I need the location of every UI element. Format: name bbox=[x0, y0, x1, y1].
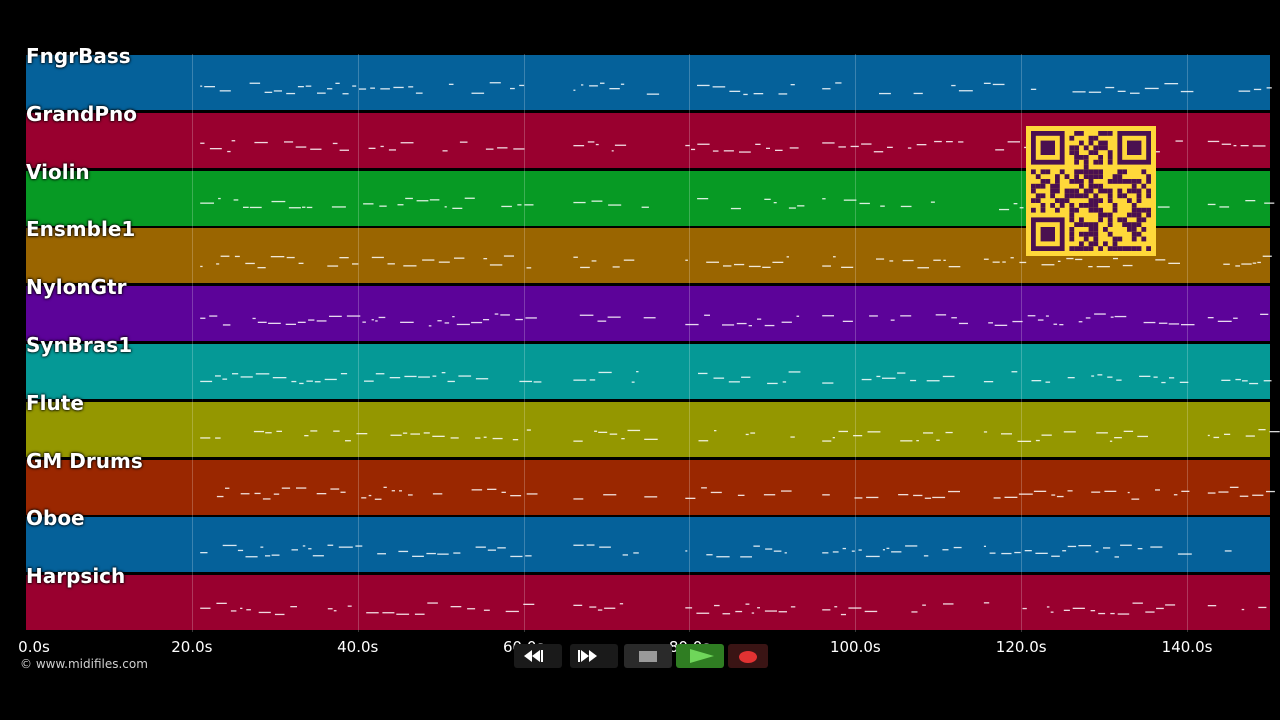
track-name-label: GM Drums bbox=[26, 448, 143, 473]
track-name-label: Flute bbox=[26, 390, 84, 415]
note-mark bbox=[1269, 431, 1280, 433]
rewind-icon bbox=[524, 650, 543, 662]
time-tick-label: 100.0s bbox=[829, 638, 881, 656]
track-name-label: Harpsich bbox=[26, 564, 126, 589]
fast-forward-icon bbox=[578, 650, 597, 662]
track-name-label: Oboe bbox=[26, 506, 85, 531]
play-icon bbox=[690, 649, 714, 663]
transport-controls bbox=[510, 642, 770, 670]
track-name-label: Ensmble1 bbox=[26, 217, 136, 242]
track-lane[interactable] bbox=[26, 344, 1270, 399]
qr-code-image bbox=[1026, 126, 1156, 256]
track-lane[interactable] bbox=[26, 401, 1270, 457]
rewind-button[interactable] bbox=[514, 644, 562, 668]
time-tick-label: 0.0s bbox=[18, 638, 50, 656]
track-name-label: GrandPno bbox=[26, 101, 137, 126]
track-name-label: SynBras1 bbox=[26, 333, 133, 357]
fast-forward-button[interactable] bbox=[570, 644, 618, 668]
track-lane[interactable] bbox=[26, 55, 1270, 110]
track-name-label: NylonGtr bbox=[26, 275, 127, 300]
copyright-text: © www.midifiles.com bbox=[20, 657, 148, 671]
track-lane[interactable] bbox=[26, 575, 1270, 631]
track-lane[interactable] bbox=[26, 459, 1270, 515]
stop-button[interactable] bbox=[624, 644, 672, 668]
play-button[interactable] bbox=[676, 644, 724, 668]
time-tick-label: 120.0s bbox=[995, 638, 1047, 656]
track-name-label: Violin bbox=[26, 159, 90, 184]
record-icon bbox=[739, 651, 757, 663]
track-lane[interactable] bbox=[26, 286, 1270, 342]
time-tick-label: 40.0s bbox=[337, 638, 379, 656]
track-name-label: FngrBass bbox=[26, 44, 131, 68]
time-tick-label: 140.0s bbox=[1161, 638, 1213, 656]
stop-icon bbox=[639, 651, 657, 662]
time-tick-label: 20.0s bbox=[171, 638, 213, 656]
record-button[interactable] bbox=[728, 644, 768, 668]
track-lane[interactable] bbox=[26, 517, 1270, 573]
